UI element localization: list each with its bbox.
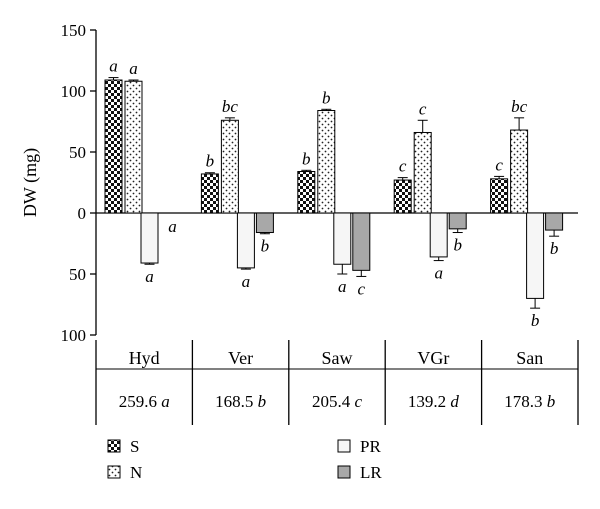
significance-letter: bc [222,97,239,116]
total-label: 139.2 d [408,392,460,411]
total-label: 205.4 c [312,392,363,411]
category-label: Ver [228,348,253,368]
total-letter: a [161,392,170,411]
bar-s [297,171,316,214]
y-axis-label: DW (mg) [20,148,41,217]
bar-s [490,178,509,214]
significance-letter: c [399,157,407,176]
bar-s [393,179,412,214]
category-label: Saw [322,348,353,368]
legend-swatch-s [107,439,121,453]
total-label: 168.5 b [215,392,266,411]
bars-group [104,77,564,309]
y-tick-label: 100 [61,82,87,101]
significance-letter: b [206,152,215,171]
total-value: 259.6 [119,392,162,411]
total-label: 259.6 a [119,392,170,411]
significance-letter: b [550,239,559,258]
legend-swatch-n [107,465,121,479]
significance-letter: c [495,155,503,174]
total-letter: c [354,392,362,411]
bar-lr [448,212,467,230]
bar-lr [545,212,564,231]
labels-group: Hyd 259.6 a Ver 168.5 b Saw 205.4 c VGr 139.2 d… [109,57,558,411]
legend-label: S [130,437,139,456]
significance-letter: a [145,267,154,286]
significance-letter: a [338,277,347,296]
y-tick-label: 50 [69,265,86,284]
bar-lr [255,212,274,234]
bar-s [104,79,123,214]
bar-pr [236,212,255,269]
significance-letter: b [302,149,311,168]
bar-n [220,119,239,214]
total-value: 205.4 [312,392,355,411]
bar-n [317,110,336,214]
bar-pr [333,212,352,265]
total-letter: d [450,392,459,411]
bar-pr [140,212,159,264]
axes: 150 100 50 0 50 100 DW (mg) [20,21,579,425]
significance-letter: bc [511,97,528,116]
category-label: VGr [417,348,449,368]
bar-pr [429,212,448,258]
y-tick-label: 50 [69,143,86,162]
significance-letter: c [419,99,427,118]
total-label: 178.3 b [504,392,555,411]
legend-label: LR [360,463,382,482]
bar-n [124,80,143,214]
significance-letter: b [261,237,270,256]
significance-letter: a [434,264,443,283]
y-tick-label: 0 [78,204,87,223]
category-label: Hyd [129,348,160,368]
significance-letter: c [358,279,366,298]
legend-label: PR [360,437,381,456]
total-letter: b [258,392,267,411]
bar-lr [352,212,371,271]
legend-label: N [130,463,142,482]
significance-letter: a [168,217,177,236]
bar-n [510,129,529,214]
y-tick-label: 100 [61,326,87,345]
legend: SN PR LR [107,437,382,482]
total-letter: b [547,392,556,411]
total-value: 168.5 [215,392,258,411]
legend-swatch-lr [337,465,351,479]
total-value: 139.2 [408,392,451,411]
significance-letter: a [129,59,138,78]
significance-letter: b [531,311,540,330]
significance-letter: a [109,57,118,76]
category-label: San [516,348,543,368]
y-tick-label: 150 [61,21,87,40]
significance-letter: b [453,236,462,255]
bar-n [413,131,432,214]
bar-pr [526,212,545,299]
legend-swatch-pr [337,439,351,453]
total-value: 178.3 [504,392,547,411]
significance-letter: a [242,272,251,291]
bar-s [200,173,219,214]
significance-letter: b [322,88,331,107]
